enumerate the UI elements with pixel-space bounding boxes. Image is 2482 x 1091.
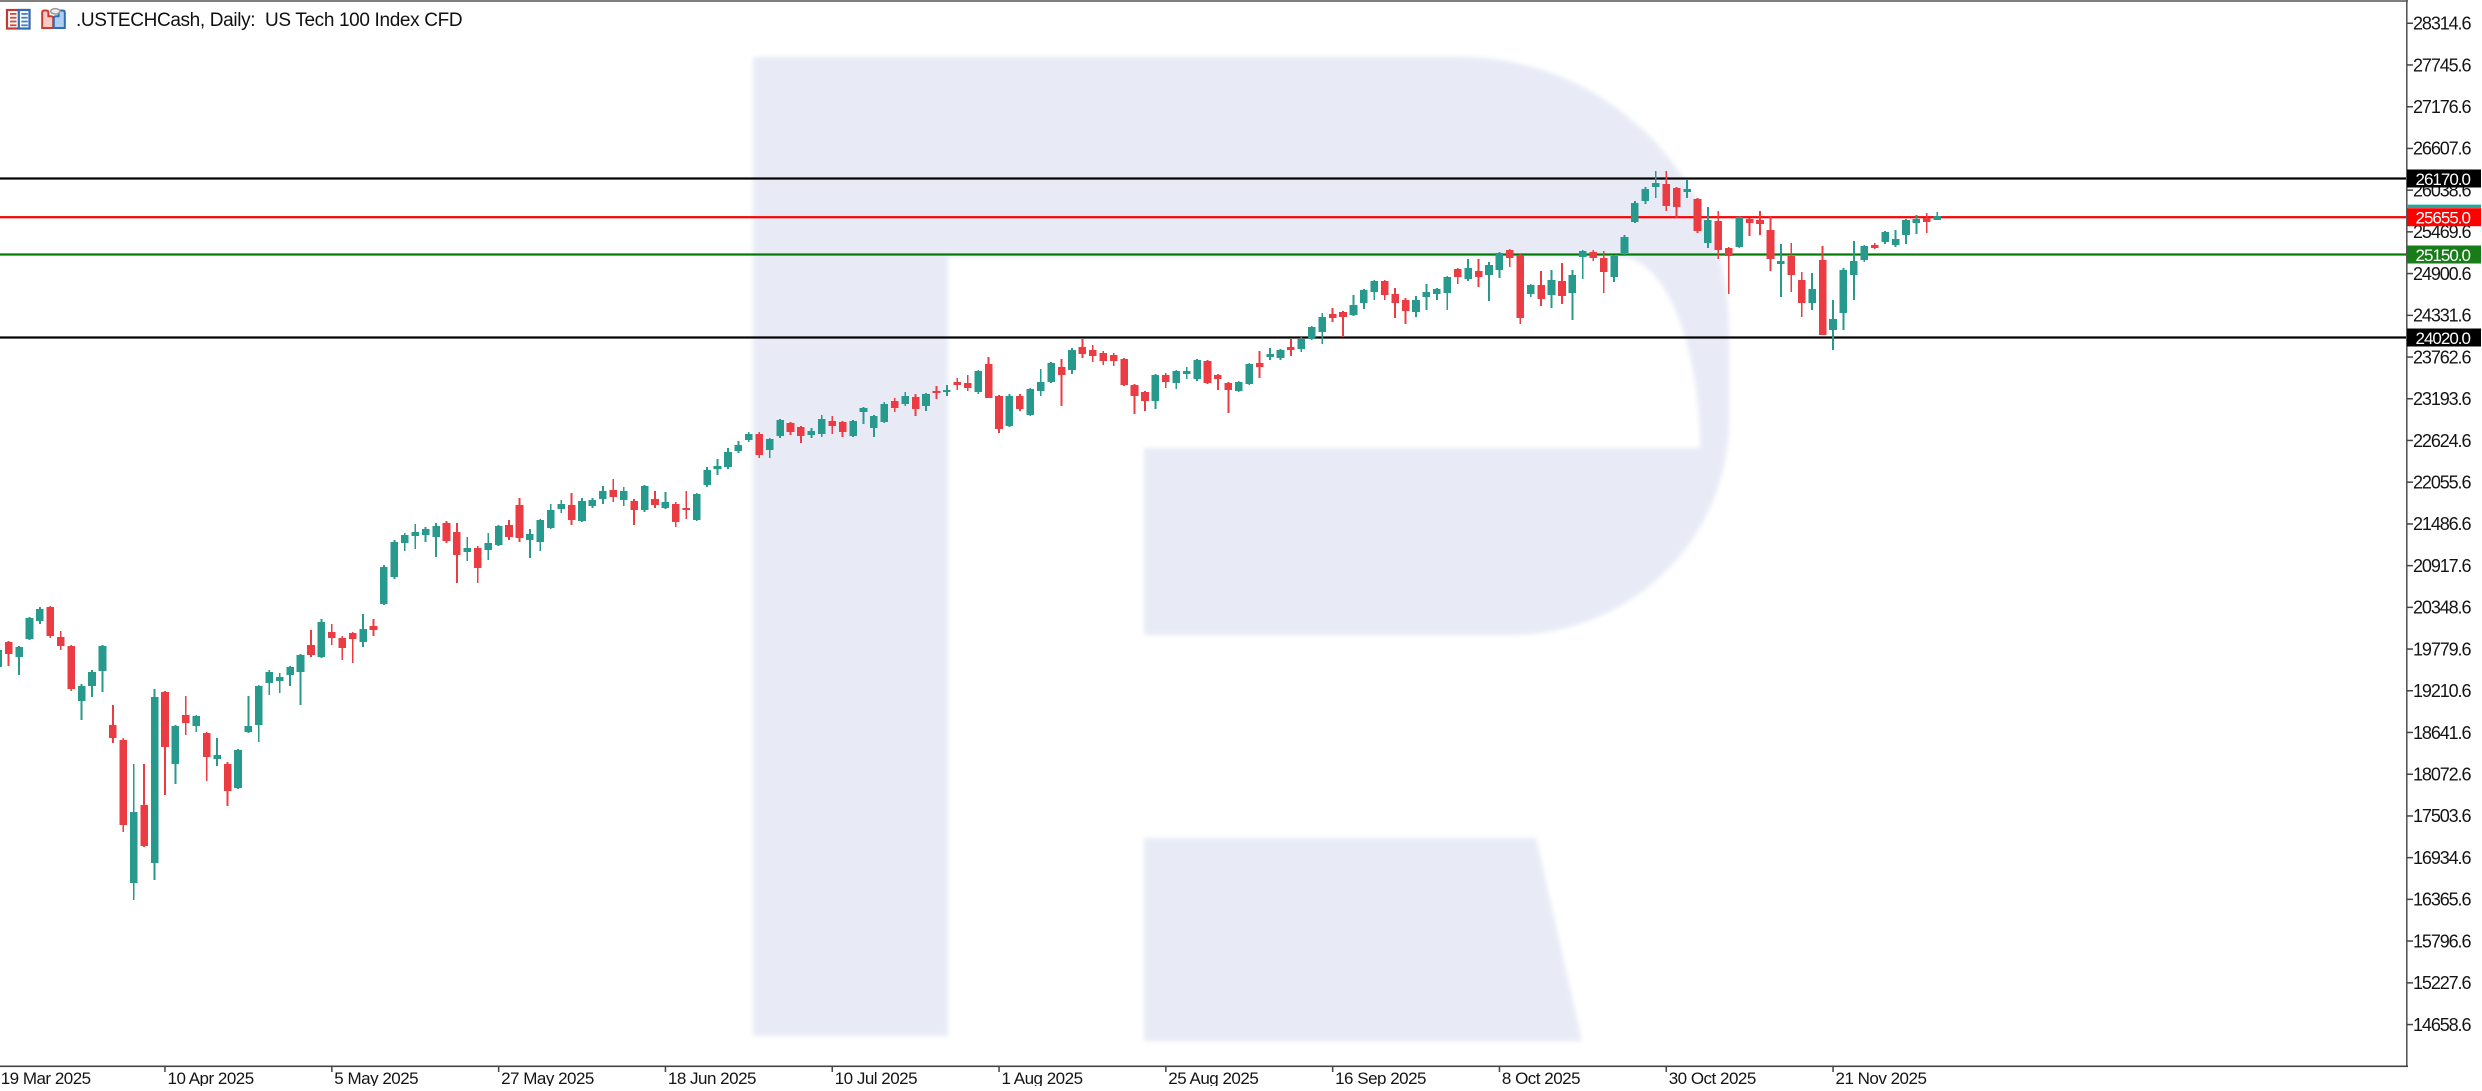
svg-text:25150.0: 25150.0: [2416, 246, 2471, 265]
svg-text:16 Sep 2025: 16 Sep 2025: [1335, 1069, 1426, 1086]
svg-text:10 Apr 2025: 10 Apr 2025: [168, 1069, 254, 1086]
svg-text:14658.6: 14658.6: [2413, 1015, 2471, 1035]
svg-text:21486.6: 21486.6: [2413, 514, 2471, 534]
svg-text:17503.6: 17503.6: [2413, 806, 2471, 826]
svg-text:1 Aug 2025: 1 Aug 2025: [1002, 1069, 1083, 1086]
svg-text:26607.6: 26607.6: [2413, 139, 2471, 159]
svg-text:27 May 2025: 27 May 2025: [501, 1069, 594, 1086]
svg-text:24900.6: 24900.6: [2413, 264, 2471, 284]
svg-text:24331.6: 24331.6: [2413, 306, 2471, 326]
svg-text:16365.6: 16365.6: [2413, 890, 2471, 910]
svg-text:22055.6: 22055.6: [2413, 473, 2471, 493]
svg-text:23762.6: 23762.6: [2413, 347, 2471, 367]
svg-text:19779.6: 19779.6: [2413, 639, 2471, 659]
svg-text:25469.6: 25469.6: [2413, 222, 2471, 242]
svg-text:25655.0: 25655.0: [2416, 209, 2471, 228]
svg-text:18072.6: 18072.6: [2413, 765, 2471, 785]
svg-text:27745.6: 27745.6: [2413, 55, 2471, 75]
svg-text:30 Oct 2025: 30 Oct 2025: [1669, 1069, 1756, 1086]
svg-text:.USTECHCash, Daily: US Tech 1: .USTECHCash, Daily: US Tech 100 Index CF…: [76, 10, 462, 31]
svg-text:23193.6: 23193.6: [2413, 389, 2471, 409]
svg-text:10 Jul 2025: 10 Jul 2025: [835, 1069, 917, 1086]
svg-text:25 Aug 2025: 25 Aug 2025: [1168, 1069, 1258, 1086]
svg-text:19210.6: 19210.6: [2413, 681, 2471, 701]
svg-text:20917.6: 20917.6: [2413, 556, 2471, 576]
svg-text:27176.6: 27176.6: [2413, 97, 2471, 117]
svg-text:22624.6: 22624.6: [2413, 431, 2471, 451]
svg-text:26170.0: 26170.0: [2416, 170, 2471, 189]
svg-text:19 Mar 2025: 19 Mar 2025: [1, 1069, 91, 1086]
svg-text:21 Nov 2025: 21 Nov 2025: [1836, 1069, 1927, 1086]
svg-text:20348.6: 20348.6: [2413, 598, 2471, 618]
svg-text:24020.0: 24020.0: [2416, 329, 2471, 348]
svg-text:18641.6: 18641.6: [2413, 723, 2471, 743]
svg-text:15796.6: 15796.6: [2413, 931, 2471, 951]
svg-text:18 Jun 2025: 18 Jun 2025: [668, 1069, 756, 1086]
svg-text:8 Oct 2025: 8 Oct 2025: [1502, 1069, 1580, 1086]
svg-text:15227.6: 15227.6: [2413, 973, 2471, 993]
svg-text:5 May 2025: 5 May 2025: [334, 1069, 418, 1086]
svg-text:16934.6: 16934.6: [2413, 848, 2471, 868]
svg-text:28314.6: 28314.6: [2413, 14, 2471, 34]
